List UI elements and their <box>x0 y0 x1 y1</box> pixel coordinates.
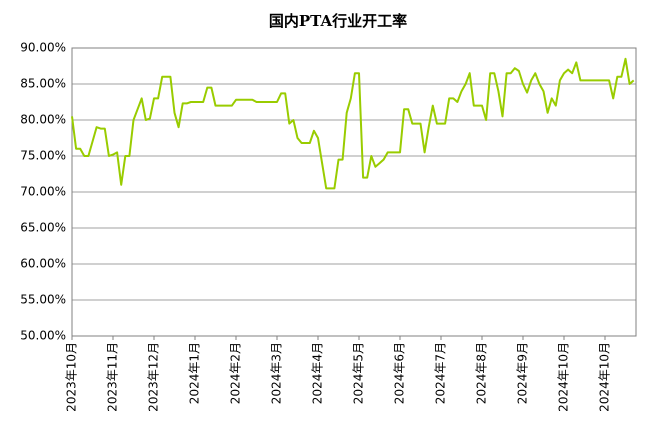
x-tick-label: 2024年7月 <box>434 342 448 404</box>
y-tick-label: 55.00% <box>20 293 66 307</box>
y-tick-label: 60.00% <box>20 257 66 271</box>
x-tick-label: 2024年5月 <box>352 342 366 404</box>
y-tick-label: 85.00% <box>20 77 66 91</box>
x-tick-label: 2024年2月 <box>229 342 243 404</box>
x-tick-label: 2024年9月 <box>516 342 530 404</box>
x-tick-label: 2023年11月 <box>106 342 120 412</box>
y-tick-label: 70.00% <box>20 185 66 199</box>
y-tick-label: 50.00% <box>20 329 66 343</box>
x-tick-label: 2023年10月 <box>65 342 79 412</box>
plot-border <box>71 47 637 337</box>
y-tick-label: 90.00% <box>20 41 66 55</box>
x-tick-label: 2024年1月 <box>188 342 202 404</box>
chart-title: 国内PTA行业开工率 <box>269 12 407 30</box>
x-tick-label: 2024年10月 <box>557 342 571 412</box>
data-line <box>71 57 635 190</box>
y-tick-label: 65.00% <box>20 221 66 235</box>
x-tick-label: 2024年4月 <box>311 342 325 404</box>
x-tick-label: 2024年8月 <box>475 342 489 404</box>
x-tick-label: 2023年12月 <box>147 342 161 412</box>
x-tick-label: 2024年6月 <box>393 342 407 404</box>
x-tick-label: 2024年10月 <box>598 342 612 412</box>
y-tick-label: 80.00% <box>20 113 66 127</box>
x-tick-label: 2024年3月 <box>270 342 284 404</box>
y-tick-label: 75.00% <box>20 149 66 163</box>
